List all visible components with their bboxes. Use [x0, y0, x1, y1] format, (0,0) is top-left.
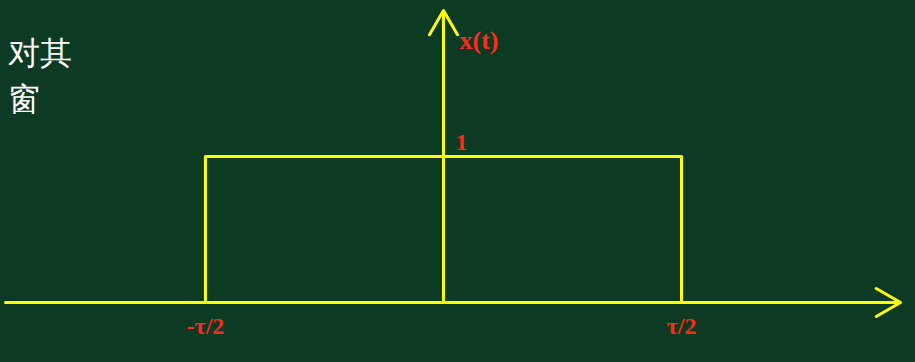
svg-text:-τ/2: -τ/2: [187, 313, 225, 339]
svg-text:τ/2: τ/2: [667, 313, 697, 339]
svg-text:1: 1: [455, 129, 467, 155]
html-text:窗: 窗: [8, 80, 40, 118]
html-text:对其: 对其: [8, 34, 72, 72]
svg-text:x(t): x(t): [459, 26, 498, 55]
